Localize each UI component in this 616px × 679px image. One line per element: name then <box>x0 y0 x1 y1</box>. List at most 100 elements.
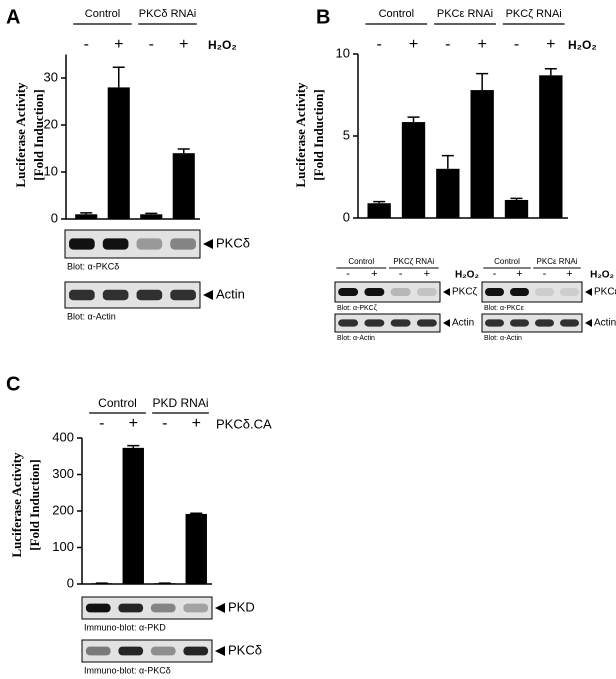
bar <box>140 214 163 219</box>
blot-band <box>364 319 385 327</box>
blot-treatment: H₂O₂ <box>590 270 614 281</box>
panel-letter: B <box>316 6 330 28</box>
treatment-sign: - <box>514 36 519 53</box>
blot-caption: Blot: α-PKCε <box>484 305 524 312</box>
error-bar <box>127 444 140 448</box>
blot-band-label: PKD <box>228 599 255 614</box>
bar <box>367 203 391 218</box>
y-axis-label: [Fold Induction] <box>31 89 46 180</box>
treatment-sign: - <box>149 36 154 53</box>
blot-sign: - <box>399 268 403 280</box>
bar <box>107 87 130 220</box>
blot-arrow <box>215 603 225 613</box>
bar <box>401 122 426 218</box>
bar <box>436 168 460 218</box>
blot-arrow <box>203 290 213 300</box>
bar <box>470 90 494 218</box>
blot-band <box>535 288 554 296</box>
blot-caption: Blot: α-Actin <box>484 335 522 342</box>
blot-band <box>136 289 163 301</box>
y-tick-label: 20 <box>44 116 58 131</box>
y-axis-label: Luciferase Activity <box>9 452 24 558</box>
group-label: Control <box>85 8 120 20</box>
blot-arrow <box>215 646 225 656</box>
blot-sign: - <box>346 268 350 280</box>
y-axis-label: [Fold Induction] <box>27 459 42 550</box>
blot-band <box>102 238 129 250</box>
error-bar <box>441 154 454 169</box>
blot-sign: + <box>371 268 377 280</box>
blot-band <box>170 238 196 250</box>
blot-band <box>183 603 209 613</box>
blot-band <box>118 603 144 613</box>
group-label: PKCδ RNAi <box>139 8 196 20</box>
blot-band-label: Actin <box>216 286 245 301</box>
treatment-label: PKCδ.CA <box>216 416 272 431</box>
blot-panel <box>334 313 441 333</box>
blot-band <box>364 288 385 296</box>
blot-panel <box>81 639 213 663</box>
blot-band <box>416 288 437 296</box>
y-tick-label: 30 <box>44 69 58 84</box>
blot-sign: - <box>493 268 497 280</box>
y-tick-label: 300 <box>52 466 74 481</box>
blot-band <box>535 319 554 327</box>
blot-band <box>338 288 359 296</box>
blot-caption: Blot: α-PKCζ <box>337 305 377 312</box>
blot-caption: Blot: α-PKCδ <box>67 261 119 271</box>
panel-letter: C <box>6 373 20 395</box>
treatment-sign: + <box>192 415 201 432</box>
blot-band <box>510 319 529 327</box>
error-bar <box>476 72 489 91</box>
blot-arrow <box>585 319 592 327</box>
blot-caption: Blot: α-Actin <box>337 335 375 342</box>
y-tick-label: 0 <box>67 575 74 590</box>
group-label: PKD RNAi <box>152 396 208 410</box>
blot-band-label: Actin <box>594 318 616 329</box>
blot-band <box>150 603 176 613</box>
blot-sign: + <box>516 268 522 280</box>
error-bar <box>112 66 125 88</box>
group-label: PKCζ RNAi <box>506 8 562 20</box>
bar <box>539 75 563 218</box>
y-axis-label: [Fold Induction] <box>311 89 326 180</box>
error-bar <box>407 116 420 123</box>
treatment-sign: - <box>84 36 89 53</box>
y-tick-label: 10 <box>336 45 350 60</box>
blot-band <box>170 289 196 301</box>
error-bar <box>510 197 523 200</box>
treatment-label: H₂O₂ <box>208 38 237 52</box>
treatment-sign: - <box>377 36 382 53</box>
blot-caption: Blot: α-Actin <box>67 311 116 321</box>
bar <box>172 153 195 219</box>
error-bar <box>190 512 203 514</box>
blot-band-label: Actin <box>452 318 474 329</box>
blot-band <box>485 319 504 327</box>
bar <box>185 513 207 584</box>
y-tick-label: 10 <box>44 163 58 178</box>
treatment-label: H₂O₂ <box>568 38 597 52</box>
blot-group-label: PKCε RNAi <box>537 257 578 266</box>
bar <box>504 199 529 218</box>
blot-panel <box>334 281 441 303</box>
blot-group-label: Control <box>494 257 520 266</box>
treatment-sign: + <box>179 36 188 53</box>
y-axis-label: Luciferase Activity <box>13 82 28 188</box>
blot-band <box>102 289 129 301</box>
error-bar <box>80 212 93 215</box>
blot-band <box>150 646 176 656</box>
blot-band <box>485 288 504 296</box>
error-bar <box>145 212 158 215</box>
bar <box>75 214 98 219</box>
blot-band-label: PKCδ <box>228 642 262 657</box>
y-tick-label: 5 <box>343 127 350 142</box>
error-bar <box>177 148 190 154</box>
y-tick-label: 400 <box>52 429 74 444</box>
blot-panel <box>481 281 583 303</box>
blot-sign: - <box>543 268 547 280</box>
blot-band <box>338 319 359 327</box>
treatment-sign: + <box>114 36 123 53</box>
blot-group-label: PKCζ RNAi <box>393 257 434 266</box>
group-label: PKCε RNAi <box>437 8 493 20</box>
